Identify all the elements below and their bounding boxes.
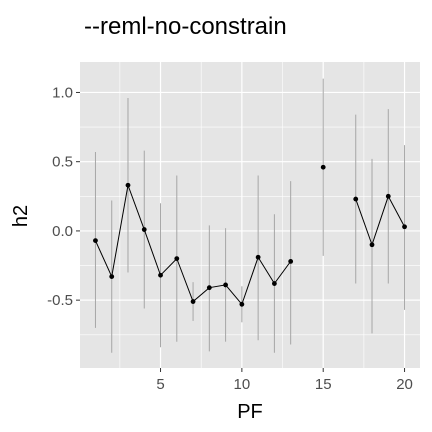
data-point-pf-6 (174, 256, 180, 262)
data-point-pf-11 (255, 254, 261, 260)
data-point-pf-4 (141, 227, 147, 232)
data-point-pf-19 (385, 193, 391, 199)
y-tick-label-1: 0.0 (52, 223, 73, 240)
data-point-pf-8 (206, 285, 212, 291)
data-point-pf-12 (272, 281, 277, 286)
x-tick-label-0: 5 (156, 376, 164, 393)
y-axis-title: h2 (10, 205, 32, 227)
data-point-pf-2 (109, 274, 115, 280)
data-point-pf-9 (223, 282, 228, 288)
y-tick-label-3: 1.0 (52, 84, 73, 101)
data-point-pf-15 (320, 164, 326, 170)
data-point-pf-20 (402, 224, 407, 230)
x-tick-label-2: 15 (315, 376, 332, 393)
y-tick-label-2: 0.5 (52, 154, 73, 171)
data-point-pf-18 (369, 242, 375, 248)
y-tick-label-0: -0.5 (47, 292, 73, 309)
data-point-pf-5 (158, 272, 163, 278)
data-point-pf-13 (288, 258, 294, 264)
x-axis: 5 10 15 20 (156, 368, 413, 393)
data-point-pf-17 (353, 196, 359, 202)
x-tick-label-3: 20 (396, 376, 413, 393)
chart-title: --reml-no-constrain (84, 13, 287, 40)
data-point-pf-1 (93, 238, 98, 244)
grid-minor (80, 62, 420, 368)
data-point-pf-10 (239, 301, 245, 307)
plot-panel (80, 62, 420, 368)
data-point-pf-3 (125, 182, 131, 188)
y-axis: -0.5 0.0 0.5 1.0 (47, 84, 80, 309)
data-point-pf-7 (190, 299, 196, 304)
series-line-1 (355, 195, 405, 247)
data-points (93, 164, 407, 307)
x-axis-title: PF (237, 401, 263, 423)
x-tick-label-1: 10 (234, 376, 251, 393)
